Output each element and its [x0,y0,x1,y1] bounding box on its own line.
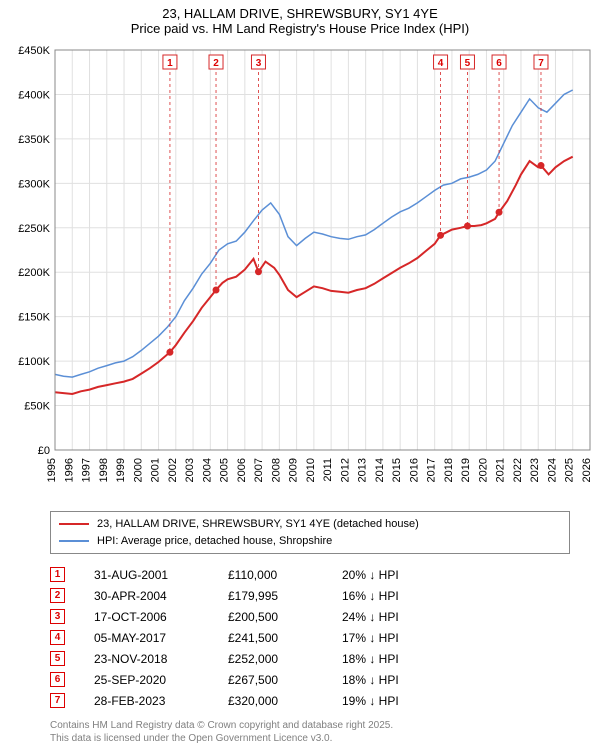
svg-text:£150K: £150K [18,312,50,324]
event-row: 523-NOV-2018£252,00018% ↓ HPI [50,648,570,669]
svg-text:2003: 2003 [184,458,196,482]
svg-text:5: 5 [465,58,471,69]
svg-text:2010: 2010 [305,458,317,482]
svg-text:2007: 2007 [253,458,265,482]
svg-text:6: 6 [496,58,502,69]
svg-text:2019: 2019 [460,458,472,482]
svg-text:£400K: £400K [18,89,50,101]
svg-text:1995: 1995 [46,458,58,482]
svg-text:£100K: £100K [18,356,50,368]
svg-text:£0: £0 [38,445,50,457]
event-row: 230-APR-2004£179,99516% ↓ HPI [50,585,570,606]
chart-title-1: 23, HALLAM DRIVE, SHREWSBURY, SY1 4YE [0,6,600,21]
svg-text:1999: 1999 [115,458,127,482]
svg-text:2017: 2017 [426,458,438,482]
svg-text:2011: 2011 [322,458,334,482]
credits-line-1: Contains HM Land Registry data © Crown c… [50,719,570,732]
legend: 23, HALLAM DRIVE, SHREWSBURY, SY1 4YE (d… [50,511,570,554]
event-row: 405-MAY-2017£241,50017% ↓ HPI [50,627,570,648]
svg-text:2020: 2020 [477,458,489,482]
svg-text:2008: 2008 [270,458,282,482]
svg-text:2016: 2016 [408,458,420,482]
event-row: 317-OCT-2006£200,50024% ↓ HPI [50,606,570,627]
svg-text:£50K: £50K [24,401,50,413]
svg-text:7: 7 [538,58,544,69]
svg-text:2012: 2012 [339,458,351,482]
svg-text:2009: 2009 [288,458,300,482]
svg-text:1: 1 [167,58,173,69]
events-table: 131-AUG-2001£110,00020% ↓ HPI230-APR-200… [50,564,570,711]
svg-text:2006: 2006 [236,458,248,482]
svg-text:2000: 2000 [132,458,144,482]
legend-item: HPI: Average price, detached house, Shro… [59,533,561,550]
svg-text:2022: 2022 [512,458,524,482]
svg-text:2002: 2002 [167,458,179,482]
svg-text:1996: 1996 [63,458,75,482]
svg-text:£300K: £300K [18,178,50,190]
chart-title-2: Price paid vs. HM Land Registry's House … [0,21,600,36]
svg-text:£200K: £200K [18,267,50,279]
svg-text:2: 2 [213,58,219,69]
svg-text:£250K: £250K [18,223,50,235]
svg-text:2005: 2005 [219,458,231,482]
line-chart: £0 £50K £100K £150K £200K £250K £300K £350K £400… [0,40,600,505]
svg-text:2023: 2023 [529,458,541,482]
svg-text:2013: 2013 [357,458,369,482]
event-row: 131-AUG-2001£110,00020% ↓ HPI [50,564,570,585]
svg-text:2021: 2021 [495,458,507,482]
credits-line-2: This data is licensed under the Open Gov… [50,732,570,745]
svg-text:2014: 2014 [374,458,386,482]
svg-text:2004: 2004 [201,458,213,482]
legend-item: 23, HALLAM DRIVE, SHREWSBURY, SY1 4YE (d… [59,516,561,533]
svg-text:£450K: £450K [18,45,50,57]
svg-text:4: 4 [438,58,444,69]
event-row: 625-SEP-2020£267,50018% ↓ HPI [50,669,570,690]
svg-text:£350K: £350K [18,134,50,146]
svg-text:2015: 2015 [391,458,403,482]
event-row: 728-FEB-2023£320,00019% ↓ HPI [50,690,570,711]
svg-text:2024: 2024 [546,458,558,482]
svg-text:1998: 1998 [98,458,110,482]
svg-text:2025: 2025 [564,458,576,482]
svg-text:3: 3 [256,58,262,69]
svg-text:2018: 2018 [443,458,455,482]
svg-text:2026: 2026 [581,458,593,482]
svg-text:2001: 2001 [150,458,162,482]
svg-text:1997: 1997 [81,458,93,482]
